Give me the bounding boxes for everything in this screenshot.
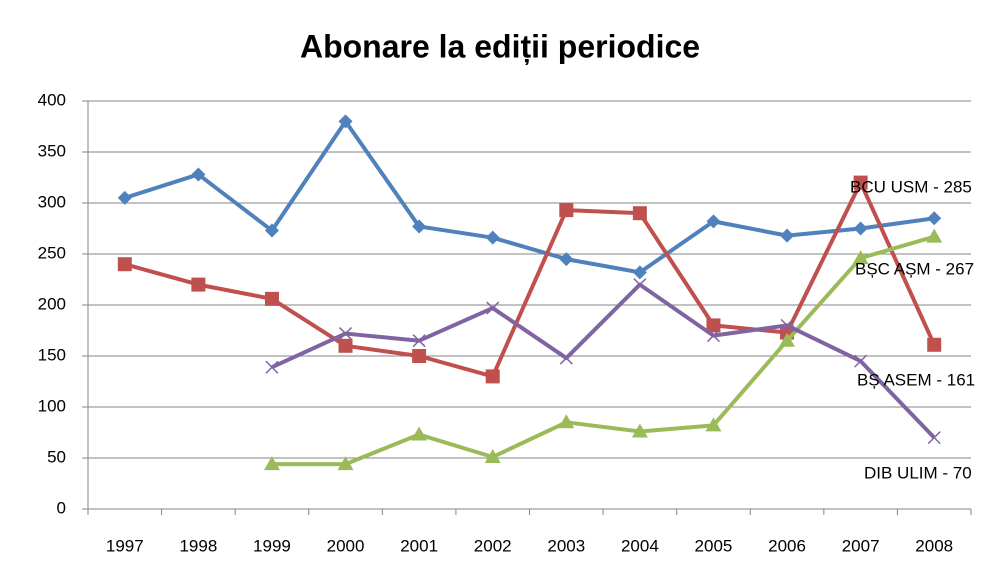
x-tick-label: 1999: [253, 536, 291, 555]
y-tick-label: 350: [38, 141, 66, 160]
marker: [412, 334, 426, 348]
marker: [486, 301, 500, 315]
y-tick-label: 200: [38, 294, 66, 313]
marker: [631, 423, 648, 438]
marker: [927, 337, 942, 352]
marker: [337, 456, 354, 471]
marker: [338, 338, 353, 353]
marker: [264, 291, 279, 306]
x-tick-label: 2007: [842, 536, 880, 555]
marker: [705, 417, 722, 432]
chart-title: Abonare la ediții periodice: [300, 28, 700, 64]
y-tick-label: 400: [38, 90, 66, 109]
marker: [412, 219, 427, 234]
y-tick-label: 300: [38, 192, 66, 211]
x-tick-label: 2006: [768, 536, 806, 555]
marker: [117, 190, 132, 205]
marker: [339, 327, 353, 341]
y-tick-label: 100: [38, 396, 66, 415]
series-label: BȘC AȘM - 267: [855, 259, 974, 278]
marker: [412, 349, 427, 363]
marker: [411, 426, 428, 441]
series-line: [271, 234, 935, 467]
series-label: BȘ ASEM - 161: [857, 370, 975, 389]
y-tick-label: 50: [47, 447, 66, 466]
y-tick-label: 150: [38, 345, 66, 364]
marker: [927, 211, 942, 226]
x-tick-label: 2000: [327, 536, 365, 555]
marker: [706, 329, 720, 343]
y-tick-label: 250: [38, 243, 66, 262]
x-tick-label: 1998: [179, 536, 217, 555]
marker: [779, 332, 796, 347]
marker: [926, 228, 943, 243]
marker: [853, 175, 868, 190]
marker: [927, 431, 941, 445]
marker: [706, 214, 721, 229]
x-tick-label: 2001: [400, 536, 438, 555]
marker: [191, 167, 206, 182]
marker: [191, 277, 206, 292]
x-tick-label: 2004: [621, 536, 659, 555]
marker: [780, 228, 795, 243]
marker: [632, 206, 647, 221]
series-label: BCU USM - 285: [850, 177, 972, 196]
marker: [780, 318, 794, 332]
marker: [852, 250, 869, 265]
marker: [263, 456, 280, 471]
x-tick-label: 2008: [915, 536, 953, 555]
marker: [558, 414, 575, 429]
series-line: [124, 180, 937, 379]
marker: [559, 203, 574, 218]
x-tick-label: 2003: [547, 536, 585, 555]
marker: [633, 278, 647, 292]
series-line: [124, 119, 935, 275]
series-label: DIB ULIM - 70: [864, 463, 972, 482]
x-tick-label: 2005: [695, 536, 733, 555]
series-line: [271, 282, 936, 439]
y-tick-label: 0: [57, 498, 66, 517]
marker: [559, 351, 573, 365]
marker: [484, 448, 501, 463]
marker: [854, 354, 868, 368]
x-tick-label: 2002: [474, 536, 512, 555]
marker: [265, 360, 279, 374]
marker: [706, 318, 721, 333]
x-tick-label: 1997: [106, 536, 144, 555]
marker: [264, 223, 279, 238]
marker: [559, 252, 574, 267]
marker: [485, 369, 500, 384]
marker: [117, 257, 132, 272]
marker: [632, 265, 647, 280]
marker: [853, 221, 868, 236]
marker: [338, 114, 353, 129]
marker: [485, 230, 500, 245]
